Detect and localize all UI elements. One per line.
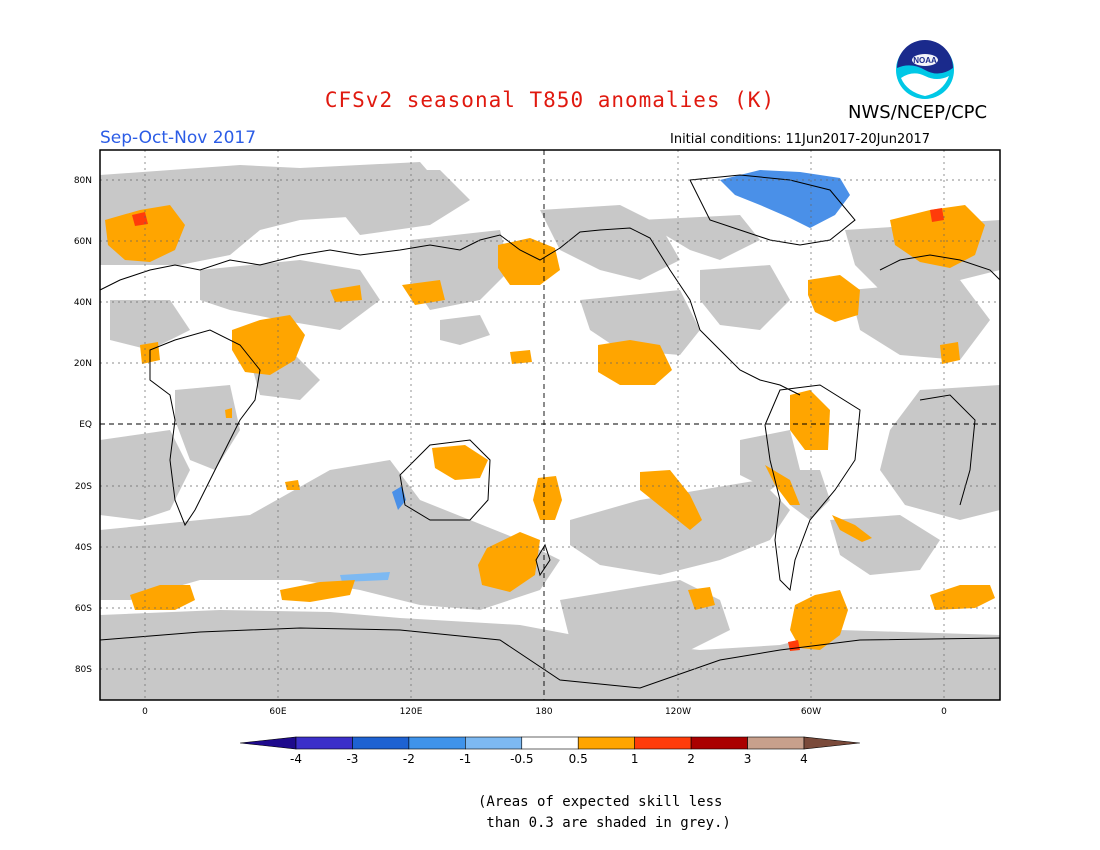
- lon-label: 0: [941, 707, 947, 717]
- colorbar-box: [634, 736, 692, 750]
- lon-label: 180: [535, 707, 552, 717]
- colorbar-box: [408, 736, 466, 750]
- lon-label: 60W: [801, 707, 821, 717]
- colorbar-label: -3: [346, 752, 358, 766]
- colorbar-box: [577, 736, 635, 750]
- colorbar-labels: -4 -3 -2 -1 -0.5 0.5 1 2 3 4: [290, 752, 808, 766]
- lat-label: 20S: [75, 482, 92, 492]
- lon-label: 0: [142, 707, 148, 717]
- lat-label: 40N: [74, 298, 92, 308]
- coastlines: [99, 174, 1001, 689]
- colorbar-label: 2: [687, 752, 695, 766]
- noaa-logo-text: NOAA: [913, 56, 937, 65]
- colorbar: -4 -3 -2 -1 -0.5 0.5 1 2 3 4: [240, 736, 860, 766]
- cool-anomaly-shading: [340, 170, 850, 582]
- lat-label: EQ: [79, 420, 92, 430]
- colorbar-label: 4: [800, 752, 808, 766]
- colorbar-label: -4: [290, 752, 302, 766]
- lon-label: 60E: [269, 707, 286, 717]
- equator-dateline: [100, 150, 1000, 700]
- colorbar-box: [521, 736, 579, 750]
- lon-labels: 0 60E 120E 180 120W 60W 0: [142, 707, 947, 717]
- colorbar-arrow-low: [240, 736, 297, 750]
- colorbar-box: [352, 736, 410, 750]
- colorbar-arrow-high: [803, 736, 860, 750]
- map-frame: [99, 149, 1001, 701]
- season-label: Sep-Oct-Nov 2017: [100, 128, 257, 148]
- colorbar-box: [465, 736, 523, 750]
- page-title: CFSv2 seasonal T850 anomalies (K): [324, 88, 776, 112]
- colorbar-label: 0.5: [569, 752, 588, 766]
- lat-label: 60S: [75, 604, 92, 614]
- colorbar-box: [690, 736, 748, 750]
- colorbar-label: 3: [744, 752, 752, 766]
- lat-label: 80N: [74, 176, 92, 186]
- lat-labels: 80N 60N 40N 20N EQ 20S 40S 60S 80S: [74, 176, 92, 675]
- colorbar-boxes: [240, 736, 860, 750]
- lat-label: 80S: [75, 665, 92, 675]
- noaa-logo: NOAA: [896, 40, 954, 99]
- lat-label: 40S: [75, 543, 92, 553]
- lat-label: 60N: [74, 237, 92, 247]
- initial-conditions: Initial conditions: 11Jun2017-20Jun2017: [670, 132, 931, 147]
- lat-label: 20N: [74, 359, 92, 369]
- colorbar-box: [747, 736, 805, 750]
- colorbar-label: -1: [459, 752, 471, 766]
- colorbar-label: -0.5: [510, 752, 533, 766]
- lon-label: 120E: [400, 707, 423, 717]
- skill-note: (Areas of expected skill less than 0.3 a…: [478, 794, 731, 831]
- anomaly-map: 80N 60N 40N 20N EQ 20S 40S 60S 80S 0 60E…: [74, 149, 1001, 717]
- warm-anomaly-shading: [105, 205, 995, 650]
- colorbar-label: 1: [631, 752, 639, 766]
- lon-label: 120W: [665, 707, 691, 717]
- colorbar-label: -2: [403, 752, 415, 766]
- map-grid: [100, 150, 1000, 700]
- agency-label: NWS/NCEP/CPC: [848, 102, 988, 123]
- colorbar-box: [295, 736, 353, 750]
